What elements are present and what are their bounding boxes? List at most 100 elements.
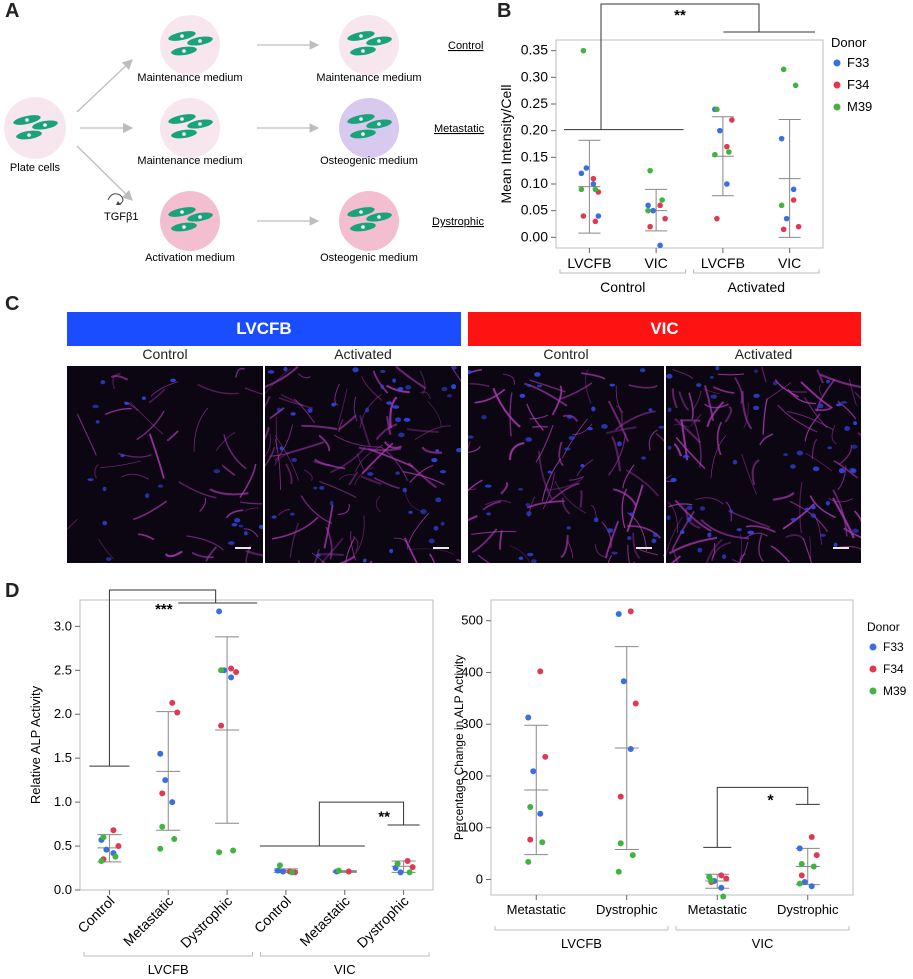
data-point-f34 [115, 843, 122, 850]
data-point-f33 [537, 810, 544, 817]
significance-bracket [318, 801, 405, 847]
data-point-m39 [527, 804, 534, 811]
significance-label: *** [155, 601, 173, 618]
dystrophic-end-label: Osteogenic medium [320, 252, 418, 264]
data-point-f34 [729, 117, 735, 123]
data-point-m39 [617, 840, 624, 847]
data-point-f33 [796, 845, 803, 852]
data-point-f34 [110, 827, 117, 834]
data-point-f34 [617, 793, 624, 800]
vic-banner: VIC [468, 312, 861, 346]
data-point-f34 [632, 700, 639, 707]
y-tick-label: 300 [461, 716, 483, 731]
legend-title: Donor [831, 35, 867, 50]
data-point-m39 [645, 207, 651, 214]
control-start-label: Maintenance medium [137, 72, 242, 84]
group-label: VIC [752, 936, 774, 951]
y-tick-label: 2.5 [54, 662, 72, 677]
data-point-f34 [723, 875, 730, 882]
data-point-f34 [808, 834, 815, 841]
y-axis-label: Percentage Change in ALP Activity [453, 655, 466, 840]
data-point-f34 [409, 864, 416, 871]
data-point-f34 [159, 790, 166, 797]
data-point-f34 [580, 213, 587, 219]
metastatic-start-label: Maintenance medium [137, 155, 242, 167]
y-tick-label: 0 [476, 871, 483, 886]
data-point-f33 [157, 750, 164, 757]
data-point-f34 [790, 197, 797, 203]
data-point-f33 [718, 884, 725, 891]
data-point-m39 [714, 106, 720, 113]
panel-letter-b: B [497, 0, 512, 22]
x-tick-label: LVCFB [567, 255, 611, 271]
data-point-f33 [627, 746, 634, 753]
panel-letter-a: A [5, 0, 20, 22]
legend-label: F33 [883, 640, 904, 654]
data-point-f34 [795, 223, 802, 230]
data-point-f33 [530, 768, 537, 775]
plot-frame [79, 599, 434, 891]
legend-marker-m39 [833, 103, 841, 111]
y-tick-label: 0.20 [521, 122, 548, 138]
group-bracket [260, 952, 430, 957]
y-axis-label: Relative ALP Activity [28, 685, 43, 804]
data-point-m39 [159, 823, 166, 830]
panel-letter-d: D [5, 580, 20, 602]
legend-marker-f33 [833, 59, 841, 67]
micrograph-vic-activated [666, 366, 861, 563]
lvcfb-activated-label: Activated [334, 346, 392, 362]
group-label: VIC [334, 962, 356, 977]
data-point-m39 [216, 849, 223, 856]
y-tick-label: 0.05 [521, 202, 548, 218]
control-end-label: Maintenance medium [316, 72, 421, 84]
vic-control-label: Control [543, 346, 589, 362]
data-point-f33 [808, 883, 815, 890]
data-point-f34 [647, 223, 653, 230]
data-point-f34 [542, 753, 549, 760]
data-point-f33 [620, 678, 627, 685]
data-point-m39 [592, 186, 599, 193]
lvcfb-control-label: Control [142, 346, 188, 362]
data-point-f34 [592, 218, 599, 225]
data-point-m39 [525, 858, 532, 865]
group-label: LVCFB [148, 962, 189, 977]
data-point-m39 [810, 863, 817, 870]
plot-frame [490, 599, 854, 896]
data-point-f33 [162, 777, 169, 784]
dystrophic-condition-label: Dystrophic [432, 216, 484, 228]
data-point-m39 [726, 149, 732, 155]
control-condition-label: Control [448, 40, 483, 52]
data-point-m39 [778, 202, 785, 209]
data-point-m39 [706, 873, 713, 880]
data-point-f34 [169, 699, 176, 706]
data-point-f33 [790, 186, 797, 193]
dystrophic-start-label: Activation medium [145, 252, 235, 264]
data-point-f34 [657, 202, 663, 209]
data-point-m39 [578, 186, 585, 193]
data-point-m39 [218, 667, 225, 674]
group-bracket [83, 952, 253, 957]
y-tick-label: 200 [461, 768, 483, 783]
data-point-f34 [228, 665, 235, 672]
data-point-f33 [216, 608, 223, 615]
data-point-f34 [590, 175, 597, 182]
data-point-f34 [174, 709, 181, 716]
data-point-f34 [718, 872, 725, 879]
group-bracket [675, 926, 850, 931]
data-point-m39 [112, 853, 119, 860]
significance-label: ** [674, 7, 686, 24]
data-point-m39 [796, 880, 803, 887]
data-point-m39 [780, 66, 787, 73]
data-point-f34 [233, 669, 240, 676]
significance-label: * [767, 792, 774, 809]
micrograph-lvcfb-activated [265, 366, 461, 563]
y-tick-label: 1.5 [54, 750, 72, 765]
y-tick-label: 0.15 [521, 148, 548, 164]
significance-bracket [108, 589, 217, 767]
data-point-m39 [406, 869, 413, 876]
x-tick-label: LVCFB [701, 255, 745, 271]
data-point-f33 [801, 879, 808, 886]
significance-bracket [716, 786, 809, 848]
data-point-f34 [627, 608, 634, 615]
data-point-m39 [712, 151, 718, 158]
